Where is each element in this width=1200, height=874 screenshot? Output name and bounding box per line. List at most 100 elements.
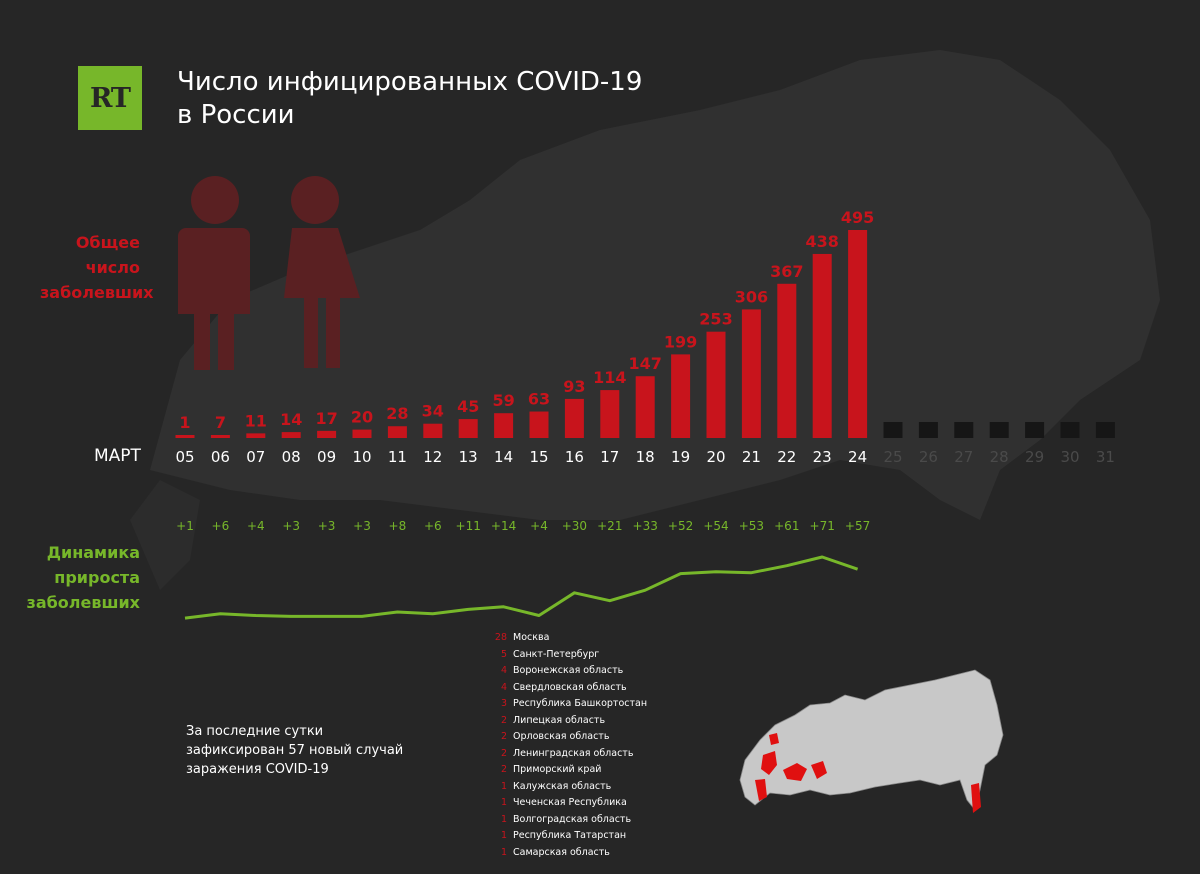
- bar-value-label: 14: [280, 410, 302, 429]
- region-name: Санкт-Петербург: [513, 648, 600, 660]
- future-bar-25: [883, 422, 903, 438]
- region-count: 4: [500, 665, 507, 676]
- bar-value-label: 367: [770, 262, 803, 281]
- region-count: 2: [500, 731, 507, 742]
- daily-note: За последние сутки зафиксирован 57 новый…: [186, 722, 403, 779]
- bar-07: [246, 433, 266, 438]
- bar-value-label: 199: [664, 332, 697, 351]
- future-day-label: 29: [1025, 448, 1044, 466]
- day-label: 05: [175, 448, 194, 466]
- growth-value-label: +21: [597, 519, 622, 533]
- total-label-line-2: число: [85, 258, 140, 277]
- month-label: МАРТ: [94, 446, 141, 466]
- dynamics-label-line-1: Динамика: [46, 543, 140, 562]
- growth-value-label: +71: [810, 519, 835, 533]
- future-day-label: 25: [883, 448, 902, 466]
- region-row: 1 Республика Татарстан: [493, 828, 723, 845]
- region-name: Республика Татарстан: [513, 830, 627, 841]
- growth-value-label: +54: [703, 519, 728, 533]
- day-label: 18: [636, 448, 655, 466]
- region-south-area: [755, 779, 767, 801]
- day-label: 12: [423, 448, 442, 466]
- region-count: 5: [500, 648, 507, 660]
- title-line-1: Число инфицированных COVID-19: [177, 67, 643, 97]
- note-line-2: зафиксирован 57 новый случай: [186, 743, 404, 758]
- region-count: 1: [500, 846, 507, 858]
- future-bar-27: [954, 422, 974, 438]
- day-label: 19: [671, 448, 690, 466]
- future-bar-28: [989, 422, 1009, 438]
- total-cases-label: Общее число заболевших: [40, 230, 153, 305]
- growth-line: [184, 555, 859, 620]
- day-label: 07: [246, 448, 265, 466]
- region-primorye: [971, 783, 981, 813]
- growth-value-label: +4: [530, 519, 548, 533]
- future-day-label: 31: [1096, 448, 1115, 466]
- bar-value-label: 93: [563, 377, 585, 396]
- bar-20: [706, 331, 726, 438]
- day-label: 17: [600, 448, 619, 466]
- growth-value-label: +1: [176, 519, 194, 533]
- region-volga-area: [783, 763, 807, 781]
- region-name: Липецкая область: [513, 714, 606, 726]
- future-bar-26: [918, 422, 938, 438]
- region-count: 28: [494, 632, 507, 643]
- growth-value-label: +14: [491, 519, 516, 533]
- bar-17: [600, 390, 620, 438]
- day-label: 09: [317, 448, 336, 466]
- region-count: 1: [500, 830, 507, 841]
- regions-list: 28 Москва 5 Санкт-Петербург 4 Воронежская обл…: [493, 630, 723, 861]
- bar-19: [671, 354, 691, 438]
- region-row: 1 Самарская область: [493, 845, 723, 862]
- bar-08: [281, 432, 301, 438]
- bar-value-label: 7: [215, 413, 226, 432]
- growth-value-label: +30: [562, 519, 587, 533]
- bar-22: [777, 283, 797, 438]
- bar-value-label: 114: [593, 368, 626, 387]
- growth-value-label: +3: [318, 519, 336, 533]
- bar-value-label: 28: [386, 404, 408, 423]
- bar-18: [635, 376, 655, 438]
- future-bar-31: [1095, 422, 1115, 438]
- day-label: 06: [211, 448, 230, 466]
- region-name: Орловская область: [513, 731, 610, 742]
- bar-12: [423, 423, 443, 438]
- day-label: 23: [813, 448, 832, 466]
- bar-value-label: 34: [422, 402, 444, 421]
- growth-dynamics-label: Динамика прироста заболевших: [20, 540, 140, 615]
- bar-value-label: 63: [528, 390, 550, 409]
- growth-value-label: +53: [739, 519, 764, 533]
- region-row: 1 Калужская область: [493, 779, 723, 796]
- bar-14: [494, 413, 514, 438]
- growth-value-label: +3: [353, 519, 371, 533]
- rt-logo: RT: [78, 66, 142, 130]
- region-moscow-area: [761, 751, 777, 775]
- region-name: Ленинградская область: [513, 747, 634, 759]
- bar-value-label: 20: [351, 408, 373, 427]
- day-label: 24: [848, 448, 867, 466]
- region-row: 3 Республика Башкортостан: [493, 696, 723, 713]
- day-label: 15: [529, 448, 548, 466]
- future-day-label: 30: [1060, 448, 1079, 466]
- rt-logo-text: RT: [89, 82, 131, 114]
- region-row: 2 Орловская область: [493, 729, 723, 746]
- region-spb: [769, 733, 779, 745]
- region-ural-area: [811, 761, 827, 779]
- growth-value-label: +8: [389, 519, 407, 533]
- future-day-label: 27: [954, 448, 973, 466]
- russia-map-shape: [739, 669, 1004, 811]
- day-label: 13: [459, 448, 478, 466]
- bar-11: [387, 426, 407, 438]
- region-count: 2: [500, 747, 507, 759]
- region-row: 2 Липецкая область: [493, 713, 723, 730]
- region-count: 2: [500, 714, 507, 726]
- future-day-label: 28: [990, 448, 1009, 466]
- region-count: 2: [500, 764, 507, 775]
- region-row: 4 Свердловская область: [493, 680, 723, 697]
- title-line-2: в России: [177, 100, 295, 130]
- region-name: Москва: [513, 632, 550, 643]
- region-row: 5 Санкт-Петербург: [493, 647, 723, 664]
- bar-value-label: 1: [179, 413, 190, 432]
- note-line-1: За последние сутки: [186, 724, 324, 739]
- bar-value-label: 17: [315, 409, 337, 428]
